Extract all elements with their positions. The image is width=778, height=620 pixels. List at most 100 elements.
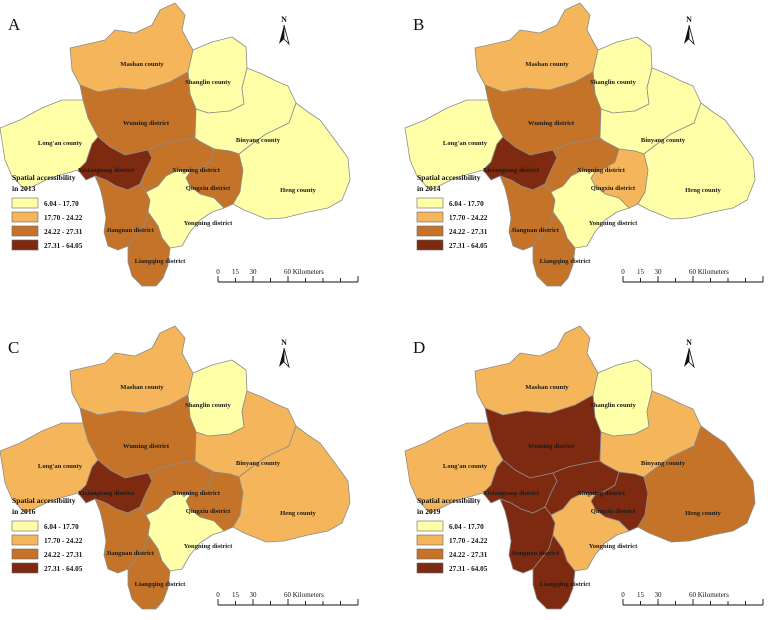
label-wuming: Wuming district [528,443,575,450]
label-xixiangtang: Xixiangtang district [483,490,540,497]
label-xixiangtang: Xixiangtang district [78,167,135,174]
region-layer [0,325,351,610]
map-panel-a: A Mashan county Shanglin county Wuming dist… [0,2,359,287]
legend-swatch [416,239,444,251]
label-shanglin: Shanglin county [185,402,231,409]
label-binyang: Binyang county [236,460,281,467]
label-heng: Heng county [685,510,721,517]
legend-year: in 2019 [417,507,441,516]
scale-tick-label: 60 Kilometers [284,268,324,276]
region-heng[interactable] [637,425,756,543]
legend-swatch [11,225,39,237]
label-jiangnan: Jiangnan district [511,227,560,234]
legend-range-label: 24.22 - 27.31 [449,551,488,559]
label-xingning: Xingning district [172,490,221,497]
label-jiangnan: Jiangnan district [106,550,155,557]
label-shanglin: Shanglin county [185,79,231,86]
scale-bar: 0 15 30 60 Kilometers [216,268,359,283]
legend-swatch [416,225,444,237]
legend-range-label: 6.04 - 17.70 [44,200,79,208]
legend-swatch [11,520,39,532]
legend-range-label: 6.04 - 17.70 [449,523,484,531]
label-qingxiu: Qingxiu district [186,185,231,192]
label-mashan: Mashan county [525,61,569,68]
legend-range-label: 17.70 - 24.22 [449,214,488,222]
legend-title: Spatial accessibility [12,496,76,505]
legend: Spatial accessibility in 2013 6.04 - 17.70… [11,173,83,251]
legend-range-label: 24.22 - 27.31 [44,551,83,559]
region-mashan[interactable] [69,2,194,93]
legend-range-label: 17.70 - 24.22 [44,537,83,545]
scale-tick-label: 15 [637,591,645,599]
legend-range-label: 27.31 - 64.05 [449,565,488,573]
label-xixiangtang: Xixiangtang district [483,167,540,174]
region-heng[interactable] [637,102,756,220]
region-layer [0,2,351,287]
legend-swatch [416,534,444,546]
scale-bar: 0 15 30 60 Kilometers [621,268,764,283]
region-layer [404,325,756,610]
legend: Spatial accessibility in 2014 6.04 - 17.70… [416,173,488,251]
legend: Spatial accessibility in 2019 6.04 - 17.70… [416,496,488,574]
label-liangqing: Liangqing district [540,581,592,588]
label-liangqing: Liangqing district [135,581,187,588]
legend-title: Spatial accessibility [417,496,481,505]
scale-bar: 0 15 30 60 Kilometers [621,591,764,606]
legend-swatch [11,197,39,209]
label-qingxiu: Qingxiu district [591,185,636,192]
region-liangqing[interactable] [532,534,576,610]
scale-tick-label: 30 [250,591,258,599]
region-shanglin[interactable] [592,36,653,114]
north-arrow-icon: N [684,15,695,46]
label-liangqing: Liangqing district [135,258,187,265]
scale-tick-label: 0 [216,268,220,276]
legend-swatch [416,520,444,532]
legend-swatch [416,211,444,223]
label-heng: Heng county [685,187,721,194]
label-liangqing: Liangqing district [540,258,592,265]
scale-tick-label: 0 [621,591,625,599]
scale-tick-label: 60 Kilometers [284,591,324,599]
map-panel-b: B Mashan county Shanglin county Wuming dist… [404,2,764,287]
scale-tick-label: 60 Kilometers [689,268,729,276]
scale-tick-label: 15 [232,591,240,599]
label-longan: Long'an county [38,463,83,470]
label-mashan: Mashan county [120,61,164,68]
label-qingxiu: Qingxiu district [591,508,636,515]
panel-letter: C [8,338,19,357]
region-mashan[interactable] [474,2,599,93]
region-heng[interactable] [232,102,351,220]
region-liangqing[interactable] [532,211,576,287]
region-liangqing[interactable] [127,211,171,287]
legend-range-label: 27.31 - 64.05 [44,242,83,250]
panel-letter: B [413,15,424,34]
scale-tick-label: 30 [655,591,663,599]
legend-title: Spatial accessibility [417,173,481,182]
label-binyang: Binyang county [641,460,686,467]
region-shanglin[interactable] [187,36,248,114]
map-panel-d: D Mashan county Shanglin county Wuming dist… [404,325,764,610]
label-heng: Heng county [280,510,316,517]
region-shanglin[interactable] [592,359,653,437]
svg-text:N: N [686,338,692,347]
svg-text:N: N [686,15,692,24]
label-yongning: Yongning district [184,543,233,550]
label-heng: Heng county [280,187,316,194]
label-yongning: Yongning district [184,220,233,227]
region-mashan[interactable] [69,325,194,416]
legend-range-label: 6.04 - 17.70 [449,200,484,208]
region-mashan[interactable] [474,325,599,416]
scale-tick-label: 0 [216,591,220,599]
label-shanglin: Shanglin county [590,79,636,86]
region-shanglin[interactable] [187,359,248,437]
legend-range-label: 6.04 - 17.70 [44,523,79,531]
label-xingning: Xingning district [577,167,626,174]
legend-swatch [11,534,39,546]
label-binyang: Binyang county [641,137,686,144]
label-mashan: Mashan county [525,384,569,391]
region-heng[interactable] [232,425,351,543]
label-jiangnan: Jiangnan district [106,227,155,234]
region-liangqing[interactable] [127,534,171,610]
